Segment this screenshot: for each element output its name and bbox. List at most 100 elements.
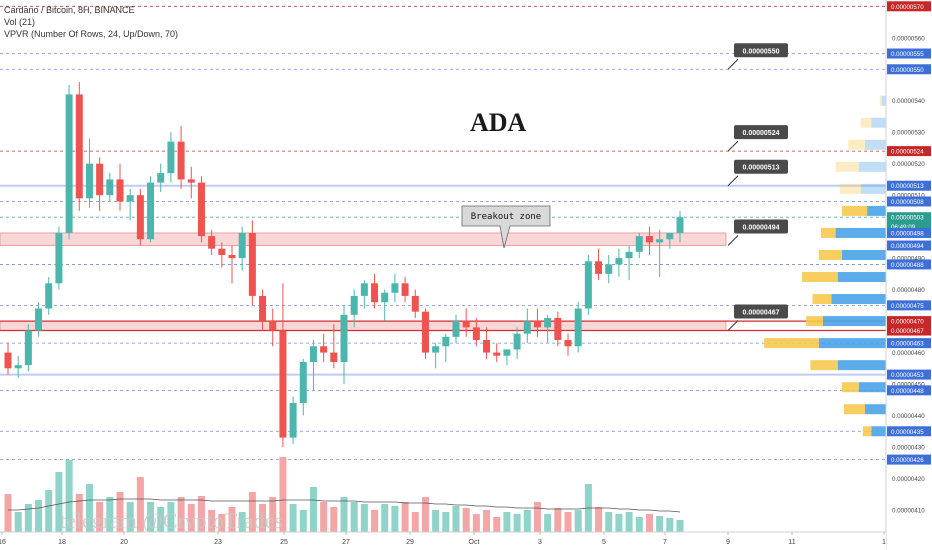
- volume-bar: [595, 507, 603, 532]
- candle-body: [75, 94, 83, 199]
- price-tag: [887, 426, 931, 437]
- candle-body: [45, 283, 53, 309]
- candle-body: [330, 352, 338, 363]
- vpvr-bar-down: [818, 249, 842, 260]
- volume-bar: [523, 510, 531, 532]
- candle-body: [106, 179, 114, 196]
- callout-pointer: [727, 58, 739, 70]
- volume-bar: [462, 508, 470, 532]
- x-tick-label: Oct: [469, 539, 480, 546]
- candle-body: [299, 362, 307, 403]
- volume-bar: [289, 504, 297, 532]
- price-tag-label: 0.00000453: [891, 372, 924, 379]
- price-axis-bg: [886, 0, 932, 550]
- price-tag: [887, 259, 931, 270]
- volume-bar: [85, 484, 93, 532]
- x-tick-label: 29: [406, 539, 414, 546]
- y-tick-label: 0.00000440: [892, 413, 925, 420]
- volume-bar: [564, 512, 572, 532]
- vpvr-bar-up: [837, 272, 886, 283]
- candle-body: [55, 232, 63, 284]
- vpvr-bar-up: [858, 161, 886, 172]
- volume-bar: [411, 512, 419, 532]
- price-tag: [887, 385, 931, 396]
- price-tag: [887, 316, 931, 327]
- candle-body: [391, 283, 399, 293]
- price-tag: [887, 325, 931, 336]
- candle-body: [279, 330, 287, 438]
- candle-body: [656, 239, 664, 243]
- volume-bar: [259, 504, 267, 532]
- candle-body: [666, 232, 674, 240]
- candle-body: [595, 261, 603, 274]
- candle-body: [218, 248, 226, 255]
- candle-body: [197, 182, 205, 237]
- x-tick-label: 1: [882, 539, 886, 546]
- candle-body: [645, 236, 653, 243]
- candle-body: [24, 330, 32, 366]
- candle-body: [452, 321, 460, 337]
- volume-bar: [401, 502, 409, 532]
- price-tag: [887, 338, 931, 349]
- volume-bar: [676, 520, 684, 532]
- x-tick-label: 18: [58, 539, 66, 546]
- price-tag-label: 0.00000426: [891, 457, 924, 464]
- price-tag: [887, 300, 931, 311]
- price-tag: [887, 1, 931, 12]
- candle-body: [483, 339, 491, 353]
- volume-bar: [503, 512, 511, 532]
- volume-bar: [391, 506, 399, 532]
- volume-bar: [14, 512, 22, 532]
- candle-body: [584, 261, 592, 309]
- candle-body: [625, 251, 633, 259]
- symbol-label: Cardano / Bitcoin, 8H, BINANCE: [4, 5, 135, 15]
- candle-body: [116, 179, 124, 202]
- volume-bar: [340, 497, 348, 532]
- y-tick-label: 0.00000530: [892, 130, 925, 137]
- volume-bar: [116, 492, 124, 532]
- price-tag-label: 0.00000448: [891, 388, 924, 395]
- volume-bar: [197, 496, 205, 532]
- y-tick-label: 0.00000430: [892, 445, 925, 452]
- volume-bar: [96, 502, 104, 532]
- volume-bar: [615, 514, 623, 532]
- vpvr-bar-down: [810, 360, 838, 371]
- volume-bar: [218, 514, 226, 532]
- x-tick-label: 16: [0, 539, 6, 546]
- y-tick-label: 0.00000420: [892, 476, 925, 483]
- vpvr-bar-up: [860, 183, 886, 194]
- price-tag-label: 0.00000513: [891, 183, 924, 190]
- candle-body: [605, 264, 613, 274]
- price-tag-label: 0.00000435: [891, 429, 924, 436]
- vpvr-bar-up: [831, 294, 886, 305]
- y-tick-label: 0.00000410: [892, 507, 925, 514]
- candle-body: [259, 295, 267, 322]
- candle-body: [544, 317, 552, 328]
- volume-bar: [574, 510, 582, 532]
- vpvr-bar-down: [860, 117, 872, 128]
- callout-pointer: [727, 235, 739, 246]
- price-tag-label: 0.00000508: [891, 199, 924, 206]
- volume-bar: [533, 502, 541, 532]
- price-tag-label: 06:49:09: [891, 224, 916, 231]
- candle-body: [564, 339, 572, 347]
- y-tick-label: 0.00000560: [892, 35, 925, 42]
- candle-body: [65, 94, 73, 233]
- volume-bar: [75, 494, 83, 532]
- vpvr-bar-down: [764, 338, 819, 349]
- candle-body: [493, 352, 501, 356]
- volume-bar: [421, 497, 429, 532]
- candle-body: [615, 258, 623, 265]
- volume-bar: [513, 514, 521, 532]
- vpvr-bar-down: [802, 272, 838, 283]
- volume-bar: [147, 502, 155, 532]
- vpvr-bar-up: [818, 338, 886, 349]
- y-tick-label: 0.00000450: [892, 382, 925, 389]
- price-tag-label: 0.00000488: [891, 262, 924, 269]
- volume-bar: [432, 510, 440, 532]
- price-tag: [887, 64, 931, 75]
- volume-bar: [309, 487, 317, 532]
- candle-body: [85, 163, 93, 199]
- volume-bar: [238, 512, 246, 532]
